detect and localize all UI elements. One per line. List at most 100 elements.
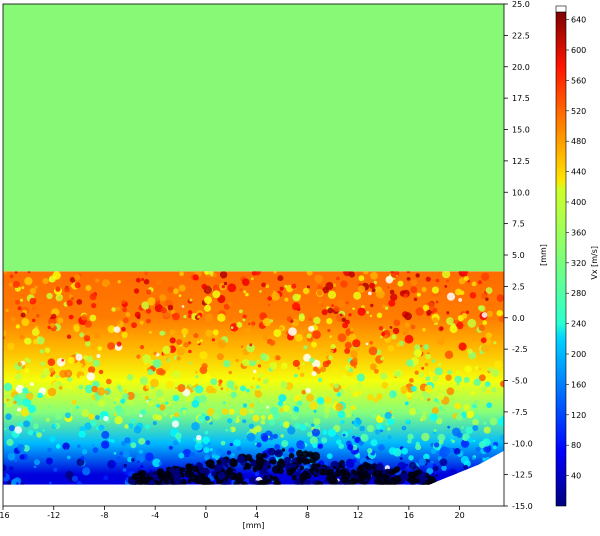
speckle (146, 318, 151, 324)
speckle (55, 331, 62, 338)
speckle (55, 444, 61, 449)
speckle (117, 280, 121, 284)
speckle (358, 440, 364, 446)
speckle (249, 402, 255, 408)
speckle (274, 444, 281, 450)
colorbar-tick-label: 440 (571, 168, 586, 177)
speckle (369, 363, 377, 371)
y-tick-label: -7.5 (512, 408, 528, 417)
speckle (29, 287, 37, 295)
low-velocity-patch (382, 470, 387, 475)
speckle (433, 429, 437, 432)
speckle (95, 415, 100, 420)
speckle (250, 385, 254, 389)
colorbar-tick-label: 400 (571, 198, 586, 207)
speckle (16, 407, 22, 412)
speckle (141, 278, 145, 281)
speckle (191, 422, 200, 431)
speckle (236, 321, 243, 328)
speckle (357, 307, 366, 316)
speckle (36, 313, 40, 318)
speckle (81, 314, 88, 321)
low-velocity-patch (276, 459, 286, 469)
speckle (458, 277, 466, 285)
speckle (345, 301, 349, 305)
speckle (399, 457, 403, 460)
speckle (314, 424, 320, 430)
speckle (254, 390, 258, 394)
speckle (344, 341, 352, 349)
speckle (495, 454, 500, 459)
speckle (341, 384, 346, 389)
speckle (328, 355, 333, 360)
speckle (301, 389, 307, 395)
speckle (34, 459, 40, 466)
speckle (39, 349, 44, 354)
speckle (211, 388, 217, 394)
speckle (408, 455, 414, 461)
speckle (313, 409, 317, 413)
speckle (329, 335, 332, 338)
speckle (121, 299, 126, 304)
speckle (91, 444, 95, 447)
speckle (236, 446, 242, 452)
speckle (123, 463, 127, 468)
speckle (406, 277, 411, 281)
speckle (196, 340, 200, 344)
speckle (51, 313, 57, 320)
low-velocity-patch (153, 470, 157, 474)
speckle (338, 443, 345, 450)
speckle (326, 318, 333, 325)
speckle (248, 322, 251, 326)
speckle (115, 456, 122, 462)
speckle (223, 359, 231, 368)
speckle (284, 284, 288, 288)
speckle (425, 353, 432, 360)
speckle (393, 319, 401, 327)
speckle (47, 447, 52, 453)
speckle (5, 400, 13, 408)
speckle (5, 413, 12, 421)
speckle (46, 292, 53, 300)
speckle (309, 401, 318, 410)
speckle (273, 329, 282, 338)
speckle (218, 379, 223, 384)
speckle (210, 378, 218, 386)
speckle (367, 394, 374, 401)
speckle (228, 408, 235, 415)
speckle (13, 400, 17, 404)
y-tick-label: -2.5 (512, 345, 528, 354)
speckle (472, 337, 476, 341)
speckle (352, 435, 356, 439)
speckle (143, 278, 150, 285)
speckle (326, 360, 332, 365)
speckle (233, 417, 238, 422)
low-velocity-patch (362, 474, 368, 480)
speckle (485, 332, 493, 339)
speckle (42, 429, 45, 432)
speckle (375, 429, 381, 435)
speckle (366, 311, 369, 314)
speckle (311, 371, 317, 377)
speckle (205, 274, 212, 281)
speckle (270, 340, 276, 346)
low-velocity-patch (400, 472, 409, 482)
speckle (226, 450, 232, 455)
speckle (330, 349, 334, 354)
speckle (21, 286, 25, 290)
speckle (144, 395, 149, 400)
speckle (374, 368, 379, 374)
speckle (212, 273, 217, 278)
speckle (183, 315, 187, 319)
speckle (90, 420, 97, 427)
low-velocity-patch (388, 469, 396, 476)
speckle (49, 322, 55, 328)
speckle (145, 440, 151, 446)
speckle (194, 442, 203, 451)
speckle (27, 404, 36, 414)
colorbar-tick-label: 120 (571, 411, 586, 420)
speckle (171, 420, 179, 428)
speckle (378, 326, 384, 331)
speckle (121, 327, 126, 332)
speckle (279, 286, 284, 291)
